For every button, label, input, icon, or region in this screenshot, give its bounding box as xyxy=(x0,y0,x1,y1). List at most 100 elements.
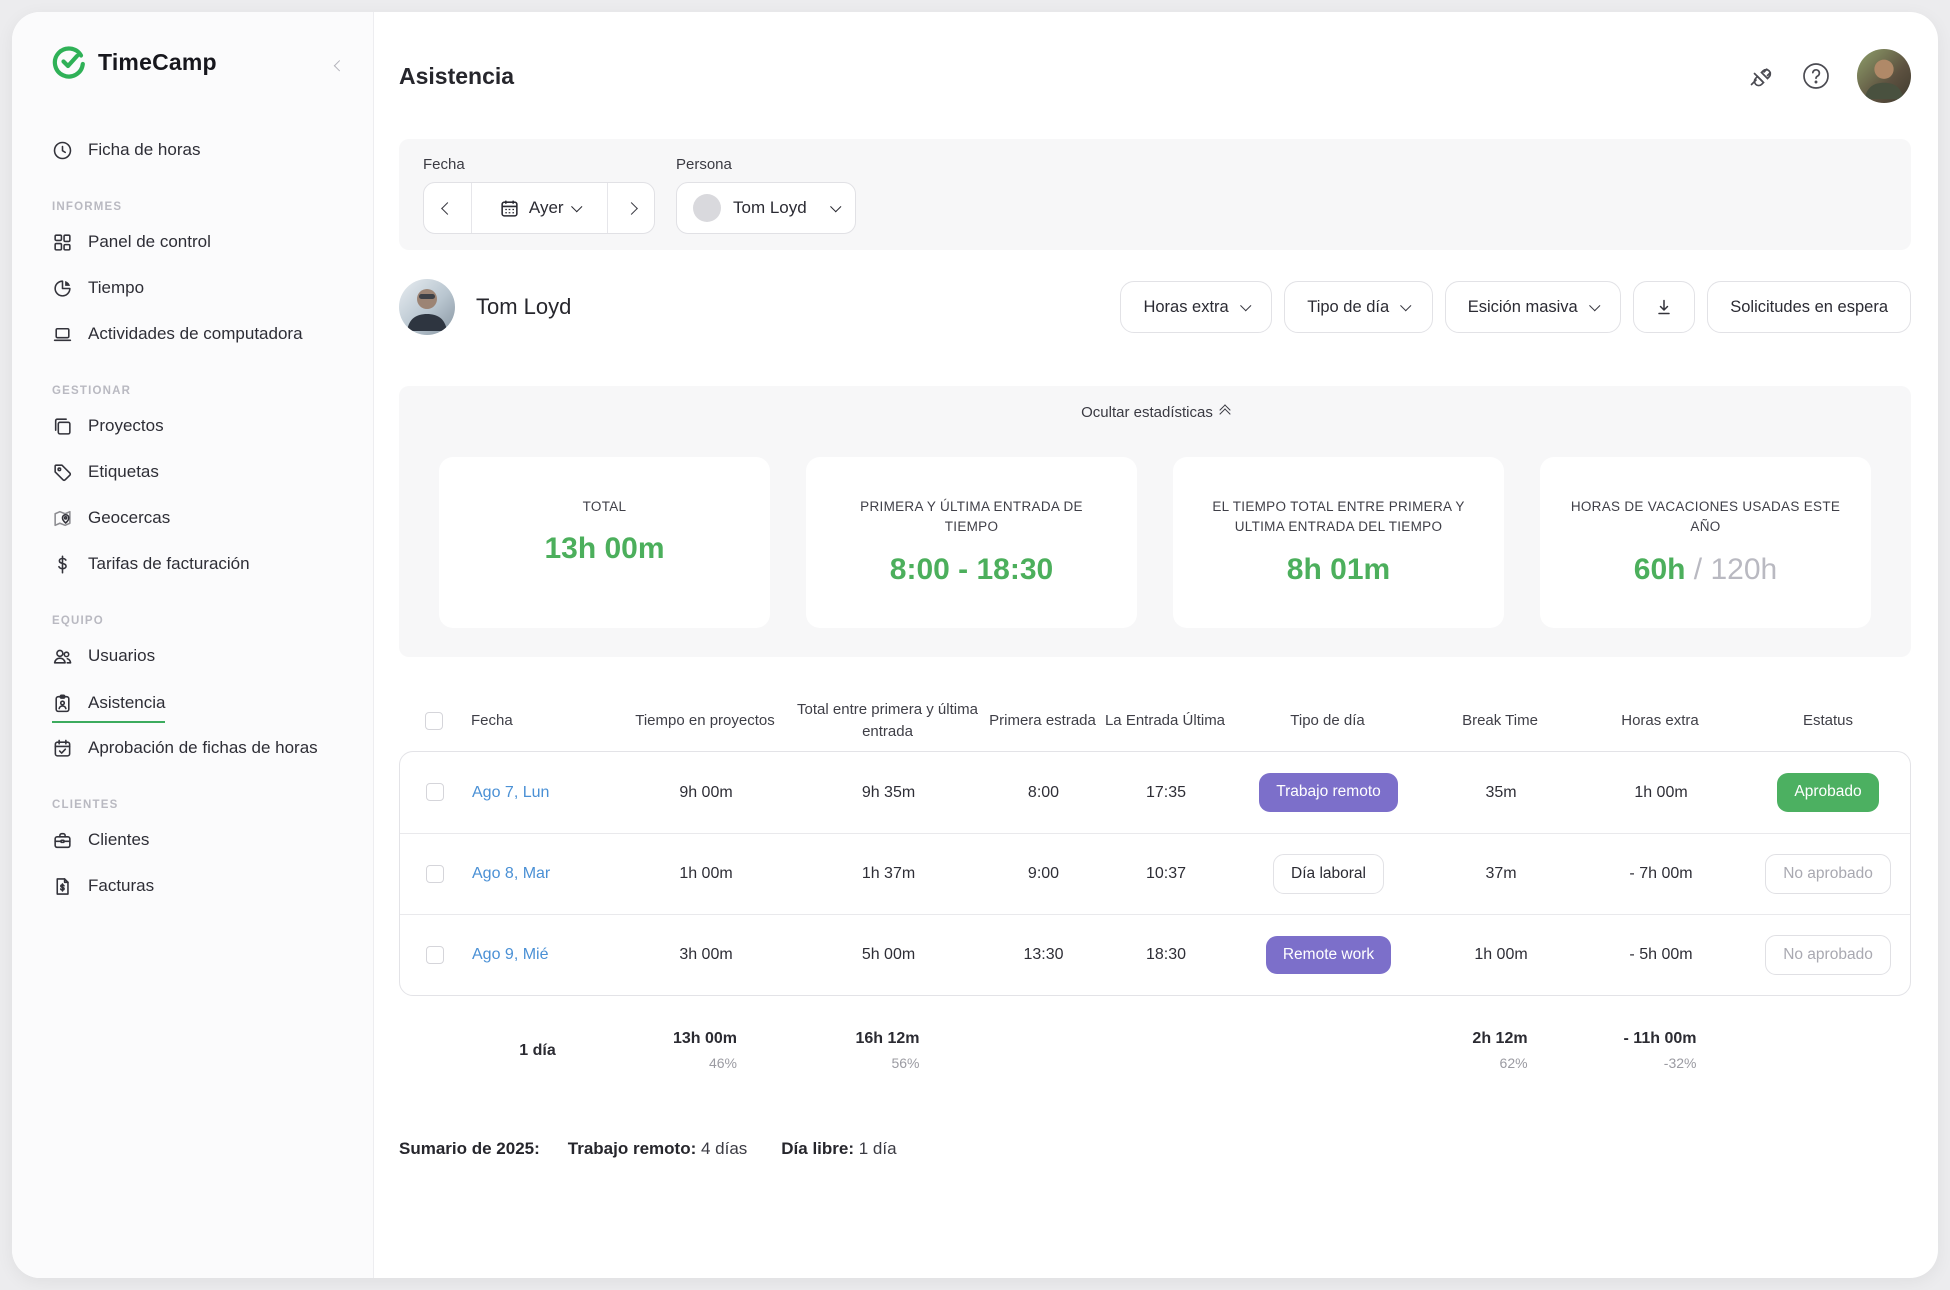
prev-day-button[interactable] xyxy=(424,183,471,233)
column-header-tipo: Tipo de día xyxy=(1290,712,1365,730)
column-header-total: Total entre primera y última entrada xyxy=(797,701,978,740)
sidebar-item-ficha-de-horas[interactable]: Ficha de horas xyxy=(12,128,373,174)
pending-requests-button[interactable]: Solicitudes en espera xyxy=(1707,281,1911,333)
summary-cell-break-time: 2h 12m 62% xyxy=(1425,1030,1575,1073)
stat-card-value: 13h 00m xyxy=(544,532,665,566)
esicion-masiva-dropdown-button[interactable]: Esición masiva xyxy=(1444,281,1622,333)
sidebar-item-proyectos[interactable]: Proyectos xyxy=(12,404,373,450)
main-content: Asistencia xyxy=(374,12,1938,1278)
summary-value: 13h 00m xyxy=(672,1029,738,1047)
column-header-ultima: La Entrada Última xyxy=(1104,712,1226,730)
persona-dropdown[interactable]: Tom Loyd xyxy=(676,182,856,234)
row-checkbox[interactable] xyxy=(426,783,444,802)
chevrons-up-icon xyxy=(1219,404,1231,420)
summary-item-value: 1 día xyxy=(858,1139,897,1158)
timecamp-logo-icon xyxy=(52,45,86,79)
sidebar-item-etiquetas[interactable]: Etiquetas xyxy=(12,450,373,496)
cell-break-time: 37m xyxy=(1485,865,1517,882)
sidebar-item-actividades-de-computadora[interactable]: Actividades de computadora xyxy=(12,312,373,358)
next-day-button[interactable] xyxy=(607,183,654,233)
status-badge[interactable]: Aprobado xyxy=(1777,773,1879,812)
day-type-badge[interactable]: Trabajo remoto xyxy=(1259,773,1398,812)
sidebar-item-tarifas-de-facturacion[interactable]: Tarifas de facturación xyxy=(12,542,373,588)
column-header-primera: Primera estrada xyxy=(989,712,1096,730)
row-checkbox[interactable] xyxy=(426,864,444,883)
summary-percent: -32% xyxy=(1663,1054,1697,1071)
date-link[interactable]: Ago 9, Mié xyxy=(472,946,549,963)
sidebar-item-usuarios[interactable]: Usuarios xyxy=(12,634,373,680)
cell-primera: 9:00 xyxy=(1027,865,1060,882)
date-dropdown[interactable]: Ayer xyxy=(471,183,607,233)
invoice-icon xyxy=(52,876,73,897)
stat-card-value: 8:00 - 18:30 xyxy=(889,552,1054,586)
date-link[interactable]: Ago 8, Mar xyxy=(472,865,551,882)
filter-bar: Fecha Ayer xyxy=(399,139,1911,250)
column-header-break-time: Break Time xyxy=(1462,712,1538,730)
download-icon xyxy=(1654,297,1675,318)
integrations-plug-icon[interactable] xyxy=(1745,61,1775,91)
table-row: Ago 8, Mar 1h 00m 1h 37m 9:00 10:37 Día labor… xyxy=(400,833,1910,914)
persona-value: Tom Loyd xyxy=(733,198,807,217)
page-header: Asistencia xyxy=(399,48,1911,104)
sidebar-nav: Ficha de horas INFORMES Panel de control Ti… xyxy=(12,128,373,910)
summary-value: 2h 12m xyxy=(1472,1029,1528,1047)
select-all-checkbox[interactable] xyxy=(425,712,443,731)
date-link[interactable]: Ago 7, Lun xyxy=(472,783,550,801)
attendance-clipboard-icon xyxy=(52,693,73,714)
cell-horas-extra: - 5h 00m xyxy=(1629,946,1693,963)
sidebar-collapse-button[interactable] xyxy=(332,47,348,77)
sidebar-item-panel-de-control[interactable]: Panel de control xyxy=(12,220,373,266)
button-label: Solicitudes en espera xyxy=(1730,297,1888,316)
cell-tipo: Remote work xyxy=(1231,935,1426,975)
summary-percent: 62% xyxy=(1499,1054,1528,1071)
stat-card-horas-de-vacacione: HORAS DE VACACIONES USADAS ESTE AÑO 60h /… xyxy=(1540,457,1871,628)
table-body: Ago 7, Lun 9h 00m 9h 35m 8:00 17:35 Trabajo r… xyxy=(399,751,1911,996)
sidebar-item-label: Ficha de horas xyxy=(88,140,201,159)
download-button[interactable] xyxy=(1633,281,1696,333)
cell-fecha: Ago 9, Mié xyxy=(456,946,621,964)
row-select-cell xyxy=(400,783,456,802)
sidebar-item-clientes[interactable]: Clientes xyxy=(12,818,373,864)
sidebar-item-tiempo[interactable]: Tiempo xyxy=(12,266,373,312)
status-badge[interactable]: No aprobado xyxy=(1765,934,1891,976)
column-header-horas: Horas extra xyxy=(1621,712,1699,730)
summary-value: 16h 12m xyxy=(855,1029,920,1047)
horas-extra-dropdown-button[interactable]: Horas extra xyxy=(1120,281,1273,333)
cell-primera: 13:30 xyxy=(1023,946,1064,963)
summary-cell-total: 16h 12m 56% xyxy=(790,1030,985,1073)
cell-tiempo: 1h 00m xyxy=(679,865,733,882)
help-icon[interactable] xyxy=(1801,61,1831,91)
sidebar-item-asistencia[interactable]: Asistencia xyxy=(12,680,373,726)
tipo-de-dia-dropdown-button[interactable]: Tipo de día xyxy=(1284,281,1433,333)
sidebar-item-label: Clientes xyxy=(88,830,150,849)
chevron-down-icon xyxy=(1240,300,1251,311)
stat-card-value: 8h 01m xyxy=(1286,552,1391,586)
day-type-badge[interactable]: Remote work xyxy=(1265,935,1392,975)
summary-item-label: Trabajo remoto: xyxy=(567,1139,701,1158)
sidebar-item-label: Proyectos xyxy=(88,416,164,435)
sidebar-item-label: Aprobación de fichas de horas xyxy=(88,738,318,757)
profile-avatar[interactable] xyxy=(1857,49,1911,103)
cell-ultima: 10:37 xyxy=(1145,865,1187,882)
sidebar-item-label: Etiquetas xyxy=(88,462,159,481)
sidebar-item-aprobacion-de-fichas-de-horas[interactable]: Aprobación de fichas de horas xyxy=(12,726,373,772)
users-icon xyxy=(52,646,73,667)
cell-estatus: Aprobado xyxy=(1746,773,1910,812)
row-select-cell xyxy=(400,945,456,964)
hide-stats-toggle[interactable]: Ocultar estadísticas xyxy=(439,400,1871,424)
summary-cell-horas-extra: - 11h 00m -32% xyxy=(1575,1030,1745,1073)
summary-items: Trabajo remoto: 4 días Día libre: 1 día xyxy=(568,1139,897,1159)
tag-icon xyxy=(52,462,73,483)
button-label: Tipo de día xyxy=(1307,297,1390,316)
sidebar-item-geocercas[interactable]: Geocercas xyxy=(12,496,373,542)
table-row: Ago 9, Mié 3h 00m 5h 00m 13:30 18:30 Remote w… xyxy=(400,914,1910,995)
column-header-fecha: Fecha xyxy=(471,712,513,730)
app-window: TimeCamp Ficha de horas INFORMES Panel de … xyxy=(12,12,1938,1278)
row-checkbox[interactable] xyxy=(426,945,444,964)
status-badge[interactable]: No aprobado xyxy=(1765,853,1891,895)
sidebar-item-facturas[interactable]: Facturas xyxy=(12,864,373,910)
persona-filter-group: Persona Tom Loyd xyxy=(676,156,856,250)
footer-summary: Sumario de 2025: Trabajo remoto: 4 días D… xyxy=(399,1139,1911,1159)
day-type-badge[interactable]: Día laboral xyxy=(1273,853,1384,895)
